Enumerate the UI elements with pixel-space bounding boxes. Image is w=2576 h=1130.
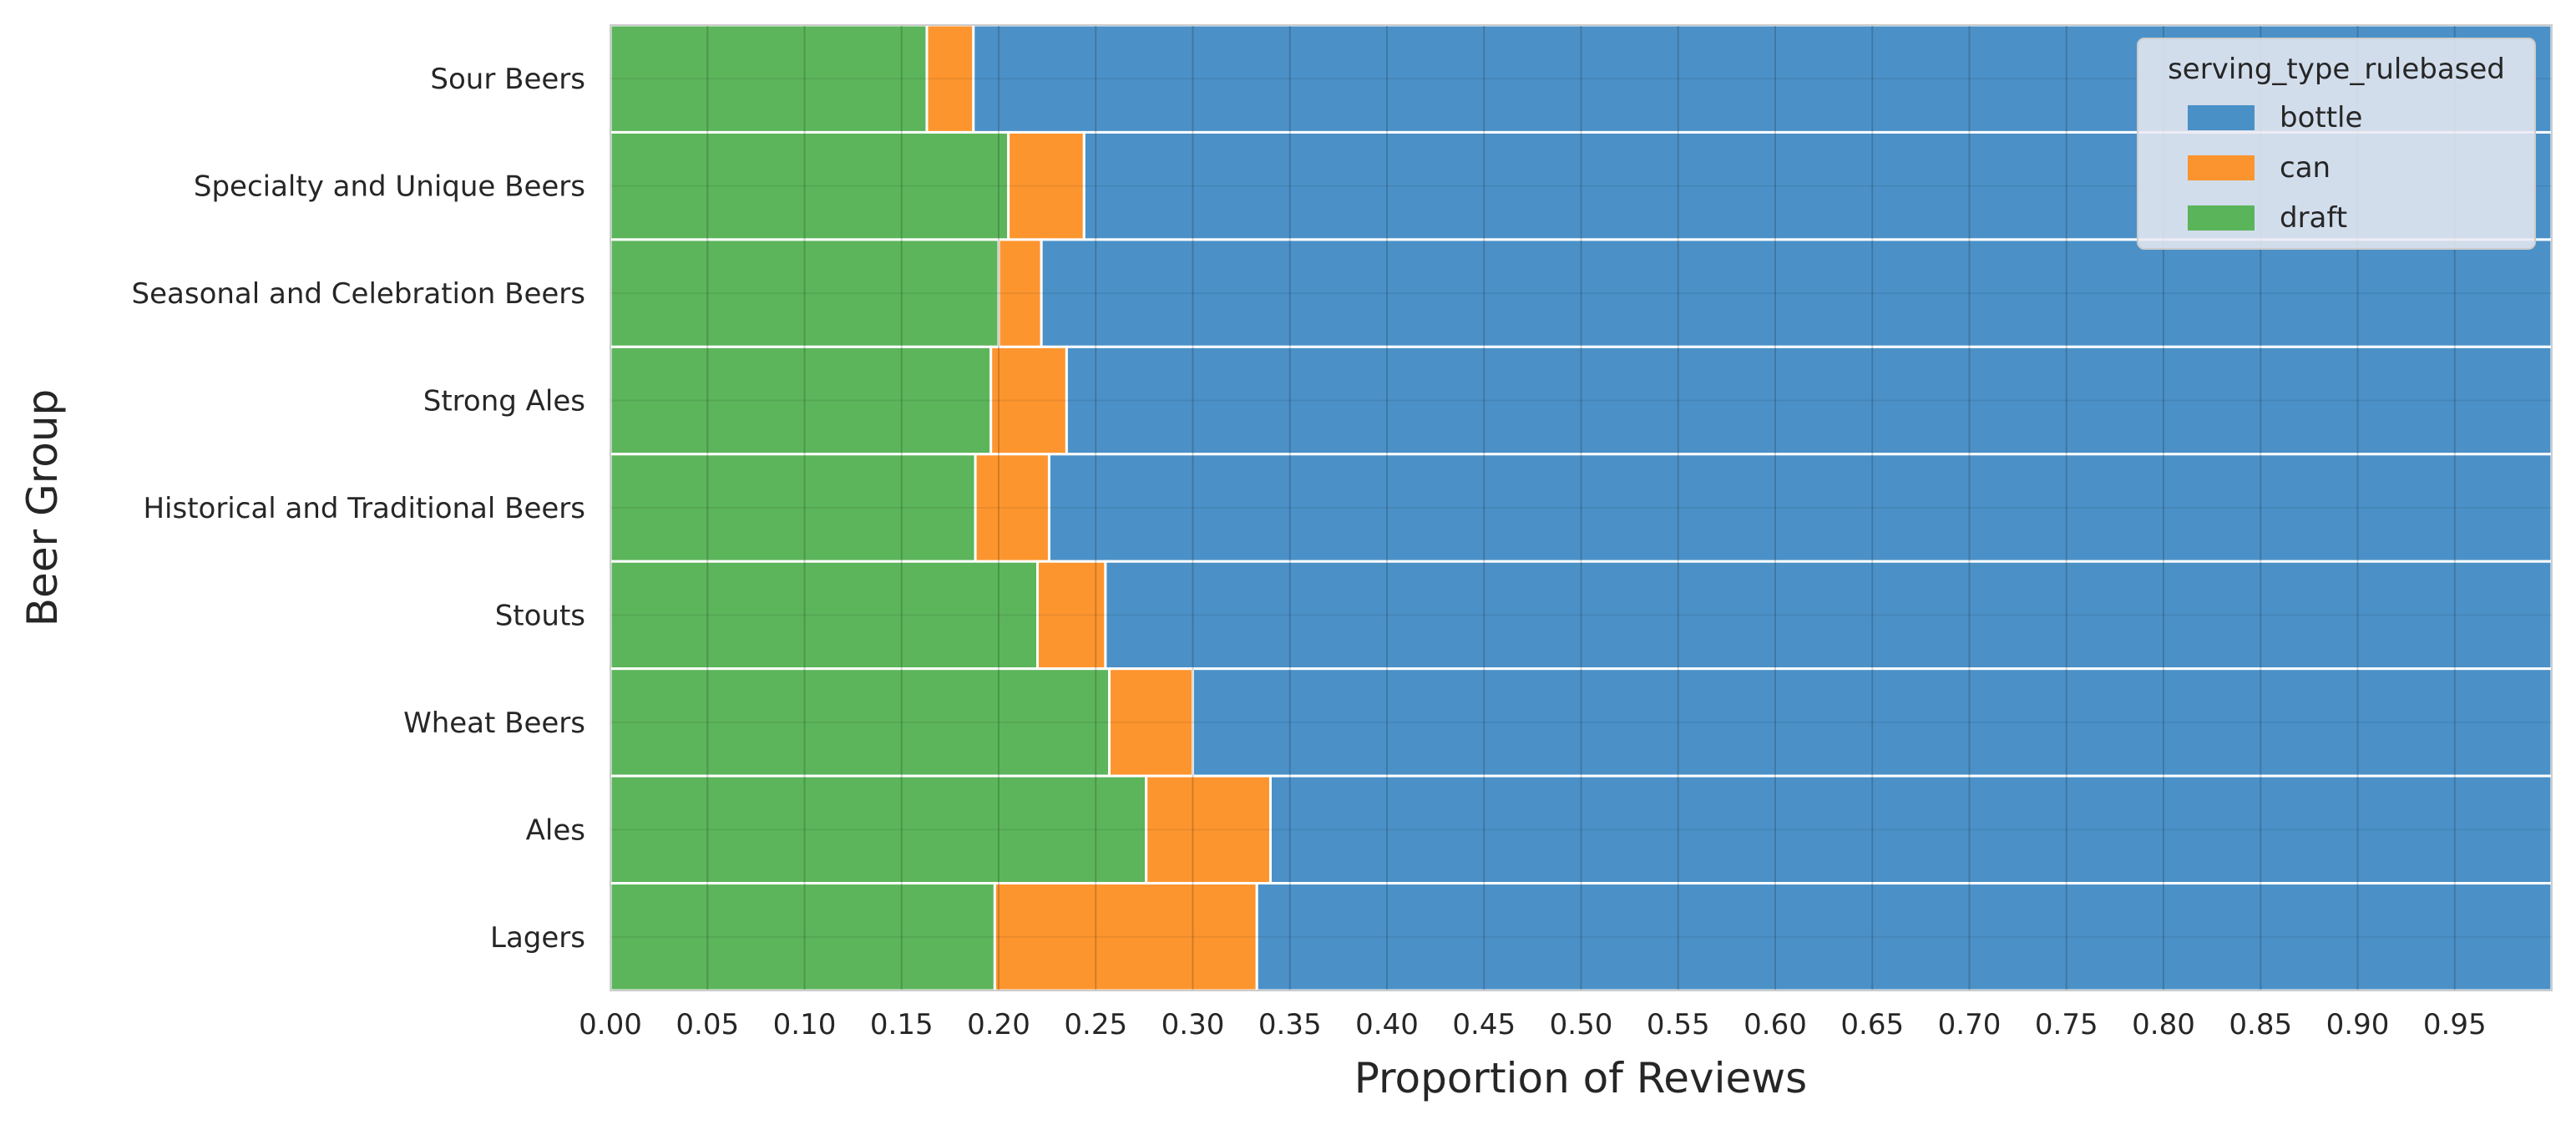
legend-swatch-bottle [2188,105,2255,130]
legend-label-can: can [2280,151,2331,185]
bar-can [1036,560,1107,671]
x-tick-label: 0.85 [2229,1008,2292,1041]
y-tick-label: Sour Beers [430,63,585,96]
y-axis-title: Beer Group [18,389,67,627]
x-tick-label: 0.65 [1840,1008,1904,1041]
x-tick-label: 0.45 [1452,1008,1516,1041]
bar-bottle [1047,453,2553,563]
bar-draft [609,238,1000,348]
legend-swatch-draft [2188,205,2255,231]
plot-frame [610,24,2553,991]
x-tick-label: 0.50 [1550,1008,1613,1041]
y-tick-label: Historical and Traditional Beers [143,492,585,525]
x-tick-label: 0.95 [2423,1008,2487,1041]
bar-draft [609,882,996,992]
legend-swatch-can [2188,155,2255,180]
bars [609,23,2553,992]
bar-bottle [1255,882,2553,992]
bar-draft [609,23,929,134]
bar-bottle [1065,345,2553,456]
x-tick-label: 0.55 [1647,1008,1710,1041]
x-tick-label: 0.25 [1064,1008,1127,1041]
x-tick-label: 0.60 [1743,1008,1807,1041]
x-tick-label: 0.80 [2132,1008,2195,1041]
legend-label-bottle: bottle [2280,101,2362,134]
x-tick-label: 0.90 [2326,1008,2390,1041]
y-tick-label: Ales [526,813,585,847]
x-tick-label: 0.05 [676,1008,739,1041]
x-tick-label: 0.20 [967,1008,1030,1041]
legend-label-draft: draft [2280,201,2347,235]
x-tick-label: 0.10 [773,1008,837,1041]
y-tick-label: Wheat Beers [403,707,585,740]
x-tick-labels: 0.00 0.05 0.10 0.15 0.20 0.25 0.30 0.35 0.40 0.45… [579,1008,2486,1041]
y-tick-label: Stouts [495,599,585,632]
bar-can [997,238,1043,348]
legend-box [2137,38,2536,250]
bar-draft [609,774,1148,885]
legend-items: bottle can draft [2188,101,2362,235]
y-tick-label: Strong Ales [423,385,585,418]
x-tick-label: 0.35 [1258,1008,1322,1041]
legend-title: serving_type_rulebased [2168,53,2505,86]
y-tick-label: Seasonal and Celebration Beers [132,277,585,311]
bar-bottle [1104,560,2553,671]
y-tick-labels: Sour Beers Specialty and Unique Beers Seas… [132,63,585,955]
x-tick-label: 0.30 [1161,1008,1225,1041]
y-tick-label: Lagers [490,921,585,955]
legend: serving_type_rulebased bottle can draft [2137,38,2536,250]
x-tick-label: 0.00 [579,1008,642,1041]
x-tick-label: 0.75 [2035,1008,2098,1041]
y-tick-label: Specialty and Unique Beers [194,170,585,204]
x-tick-label: 0.15 [870,1008,934,1041]
bar-can [989,345,1068,456]
bar-can [993,882,1258,992]
bar-can [925,23,975,134]
x-axis-title: Proportion of Reviews [1354,1054,1807,1102]
bar-draft [609,130,1010,241]
x-tick-label: 0.70 [1938,1008,2002,1041]
bar-bottle [1192,667,2553,778]
bar-can [1108,667,1195,778]
x-tick-label: 0.40 [1355,1008,1419,1041]
bar-bottle [1269,774,2553,885]
